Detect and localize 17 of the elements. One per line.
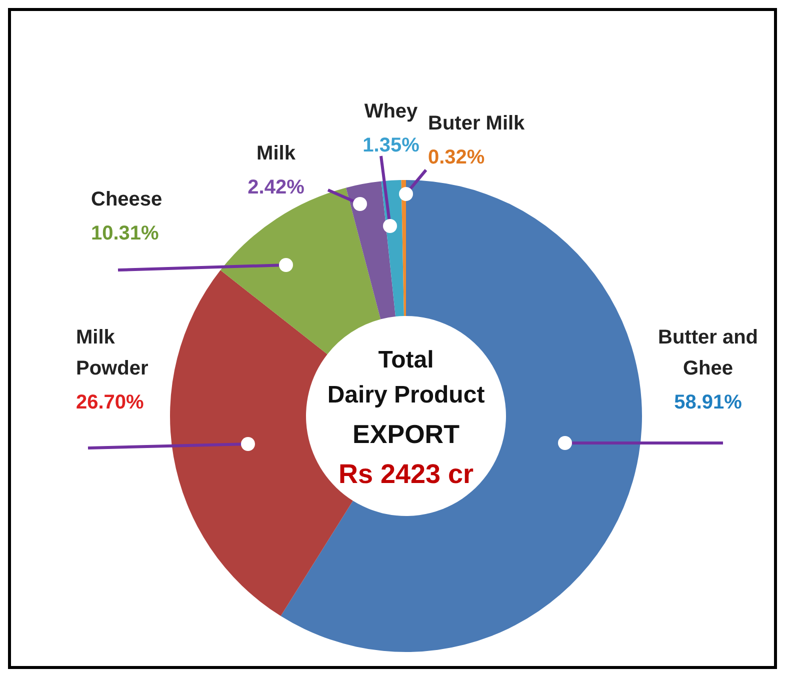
data-label: 2.42% bbox=[248, 176, 305, 198]
text: Total bbox=[378, 346, 434, 374]
slice-label: Cheese bbox=[91, 188, 162, 210]
donut-slice bbox=[346, 181, 396, 320]
data-label: 58.91% bbox=[674, 391, 742, 414]
text: Rs 2423 cr bbox=[338, 459, 474, 490]
text: EXPORT bbox=[352, 418, 460, 449]
text: Dairy Product bbox=[327, 381, 485, 408]
slice-label: Buter Milk bbox=[428, 112, 526, 134]
data-label: 26.70% bbox=[76, 391, 144, 414]
slice-label: Butter and Ghee bbox=[658, 326, 758, 380]
slice-label: Milk bbox=[256, 142, 296, 164]
slice-label: Whey bbox=[364, 100, 419, 122]
data-label: 1.35% bbox=[362, 134, 420, 156]
data-label: 0.32% bbox=[428, 146, 485, 168]
data-label: 10.31% bbox=[91, 222, 160, 244]
slice-label: Milk Powder bbox=[76, 326, 148, 380]
